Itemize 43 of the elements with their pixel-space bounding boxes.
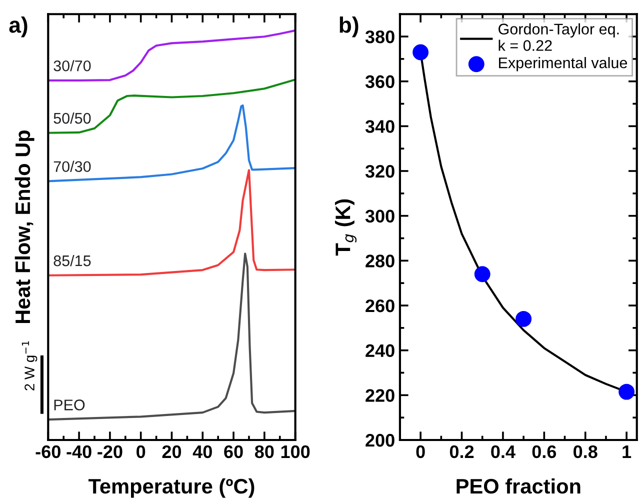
x-axis-title: PEO fraction	[456, 478, 580, 494]
x-tick-label: 0.8	[574, 445, 598, 458]
x-tick-label: 0	[416, 445, 425, 458]
x-tick-label: -20	[98, 445, 122, 458]
y-tick-label: 300	[365, 210, 394, 223]
y-tick-label: 360	[365, 75, 394, 88]
text: a)	[9, 16, 28, 38]
series-label: 30/70	[54, 60, 91, 72]
y-tick-label: 220	[366, 389, 394, 402]
y-tick-label: 320	[365, 164, 394, 178]
y-tick-label: 340	[365, 120, 394, 133]
y-axis-title: T$_{g}$ (K)	[334, 199, 357, 256]
x-tick-label: 0.2	[450, 445, 474, 458]
y-tick-label: 380	[365, 30, 394, 44]
x-tick-label: 100	[281, 445, 310, 458]
y-tick-label: 280	[366, 254, 394, 268]
x-axis-title: Temperature (ºC)	[88, 478, 254, 498]
y-tick-label: 200	[366, 434, 394, 447]
x-tick-label: 40	[192, 445, 212, 458]
series-label: 50/50	[54, 112, 91, 124]
point	[474, 266, 490, 282]
series-label: 85/15	[54, 254, 91, 266]
legend-label: Experimental value	[499, 57, 628, 72]
x-tick-label: 0	[136, 445, 146, 458]
y-tick-label: 240	[366, 344, 394, 358]
text: b)	[340, 16, 358, 38]
series-label: 70/30	[54, 160, 91, 172]
x-tick-label: 0.6	[532, 445, 556, 458]
x-tick-label: 60	[224, 445, 243, 458]
x-tick-label: 20	[162, 445, 182, 458]
y-tick-label: 260	[366, 299, 394, 312]
point	[412, 44, 429, 60]
x-tick-label: -40	[66, 445, 92, 458]
x-tick-label: 1	[622, 446, 632, 458]
point	[618, 384, 635, 400]
series-label: PEO	[54, 400, 85, 410]
x-tick-label: 0.4	[491, 445, 516, 458]
x-tick-label: -60	[36, 445, 60, 458]
text: 2 W g$^{−1}$	[22, 341, 38, 390]
point	[516, 310, 532, 327]
y-axis-title: Heat Flow, Endo Up	[14, 130, 34, 324]
legend-label: Gordon-Taylor eq. k = 0.22	[498, 23, 619, 51]
x-tick-label: 80	[254, 445, 274, 458]
